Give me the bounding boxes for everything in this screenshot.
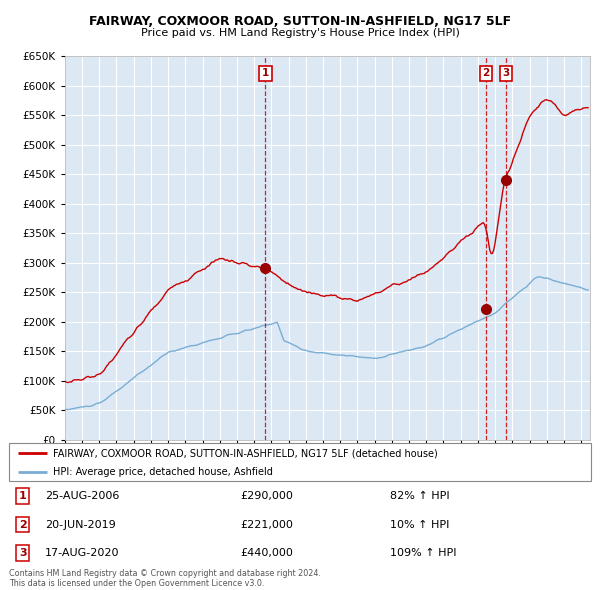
Text: 25-AUG-2006: 25-AUG-2006 [45,491,119,501]
Text: HPI: Average price, detached house, Ashfield: HPI: Average price, detached house, Ashf… [53,467,272,477]
Text: Price paid vs. HM Land Registry's House Price Index (HPI): Price paid vs. HM Land Registry's House … [140,28,460,38]
Text: 2: 2 [19,520,26,529]
Text: £440,000: £440,000 [240,548,293,558]
FancyBboxPatch shape [9,442,591,481]
Text: 1: 1 [262,68,269,78]
Text: £290,000: £290,000 [240,491,293,501]
Text: 2: 2 [482,68,490,78]
Text: 3: 3 [19,548,26,558]
Text: 3: 3 [502,68,509,78]
Text: Contains HM Land Registry data © Crown copyright and database right 2024.
This d: Contains HM Land Registry data © Crown c… [9,569,321,588]
Text: 1: 1 [19,491,26,501]
Text: FAIRWAY, COXMOOR ROAD, SUTTON-IN-ASHFIELD, NG17 5LF: FAIRWAY, COXMOOR ROAD, SUTTON-IN-ASHFIEL… [89,15,511,28]
Text: FAIRWAY, COXMOOR ROAD, SUTTON-IN-ASHFIELD, NG17 5LF (detached house): FAIRWAY, COXMOOR ROAD, SUTTON-IN-ASHFIEL… [53,448,437,458]
Text: 109% ↑ HPI: 109% ↑ HPI [390,548,457,558]
Text: 82% ↑ HPI: 82% ↑ HPI [390,491,449,501]
Text: 20-JUN-2019: 20-JUN-2019 [45,520,116,529]
Text: 10% ↑ HPI: 10% ↑ HPI [390,520,449,529]
Text: 17-AUG-2020: 17-AUG-2020 [45,548,119,558]
Text: £221,000: £221,000 [240,520,293,529]
